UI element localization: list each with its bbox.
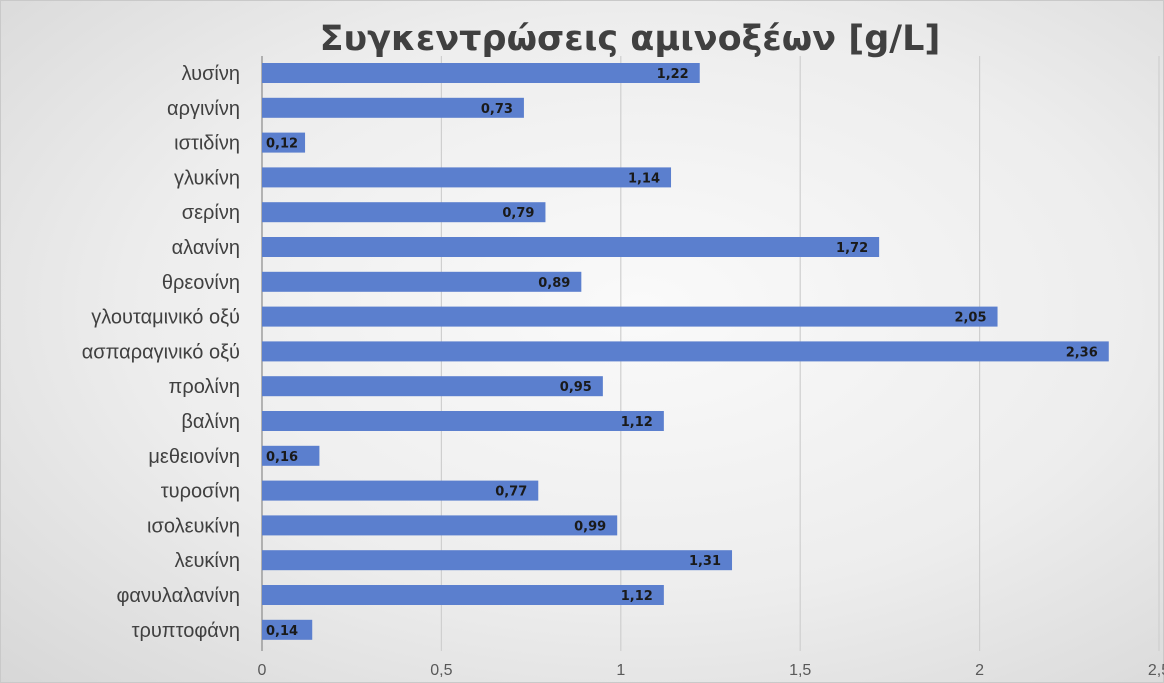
data-label: 0,99 bbox=[574, 519, 606, 534]
bar bbox=[262, 271, 582, 292]
bar bbox=[262, 411, 664, 431]
bar bbox=[262, 97, 524, 118]
category-label: γλουταμινικό οξύ bbox=[91, 307, 240, 329]
category-label: βαλίνη bbox=[181, 411, 240, 433]
x-tick-label: 2 bbox=[975, 662, 984, 679]
bar bbox=[262, 237, 880, 257]
category-label: θρεονίνη bbox=[162, 272, 240, 294]
category-label: αργινίνη bbox=[167, 98, 240, 120]
category-label: φανυλαλανίνη bbox=[116, 585, 240, 607]
bar bbox=[262, 202, 546, 223]
bar bbox=[262, 167, 672, 188]
x-axis-tick-labels: 0 0,5 1 1,5 2 2,5 bbox=[258, 662, 1164, 679]
data-label: 0,12 bbox=[266, 137, 298, 152]
category-label: ασπαραγινικό οξύ bbox=[82, 341, 240, 363]
chart-title: Συγκεντρώσεις αμινοξέων [g/L] bbox=[320, 19, 941, 59]
data-label: 0,89 bbox=[538, 276, 570, 291]
data-label: 0,73 bbox=[481, 102, 513, 117]
data-label: 0,79 bbox=[502, 206, 534, 221]
category-label: ιστιδίνη bbox=[174, 133, 240, 155]
bar bbox=[262, 585, 664, 605]
bar bbox=[262, 619, 313, 640]
x-tick-label: 1,5 bbox=[789, 662, 811, 679]
bar bbox=[262, 132, 306, 153]
category-labels: λυσίνη αργινίνη ιστιδίνη γλυκίνη σερίνη αλανί… bbox=[82, 63, 240, 642]
x-tick-label: 0 bbox=[258, 662, 267, 679]
data-label: 1,72 bbox=[836, 241, 868, 256]
data-label: 1,12 bbox=[621, 589, 653, 604]
category-label: τυροσίνη bbox=[161, 481, 240, 503]
bar bbox=[262, 306, 998, 327]
data-label: 0,95 bbox=[560, 380, 592, 395]
bar bbox=[262, 63, 700, 83]
bar bbox=[262, 376, 603, 397]
category-label: τρυπτοφάνη bbox=[132, 620, 240, 642]
data-label: 1,12 bbox=[621, 415, 653, 430]
data-label: 0,14 bbox=[266, 624, 298, 639]
data-label: 1,22 bbox=[657, 67, 689, 82]
data-label: 2,36 bbox=[1066, 345, 1098, 360]
bar bbox=[262, 480, 539, 501]
data-label: 2,05 bbox=[954, 311, 986, 326]
bar bbox=[262, 445, 320, 466]
data-label: 0,77 bbox=[495, 485, 527, 500]
category-label: λυσίνη bbox=[182, 63, 240, 85]
x-tick-label: 1 bbox=[616, 662, 625, 679]
data-labels: 1,22 0,73 0,12 1,14 0,79 1,72 0,89 2,05 2,36 0,95… bbox=[266, 67, 1098, 639]
bar bbox=[262, 341, 1109, 362]
category-label: λευκίνη bbox=[175, 550, 240, 572]
category-label: γλυκίνη bbox=[174, 167, 240, 189]
data-label: 1,31 bbox=[689, 554, 721, 569]
x-tick-label: 0,5 bbox=[430, 662, 452, 679]
data-label: 0,16 bbox=[266, 450, 298, 465]
bar bbox=[262, 515, 618, 536]
bars bbox=[262, 63, 1109, 640]
category-label: αλανίνη bbox=[172, 237, 240, 259]
category-label: ισολευκίνη bbox=[147, 515, 240, 537]
x-tick-label: 2,5 bbox=[1148, 662, 1164, 679]
data-label: 1,14 bbox=[628, 171, 660, 186]
category-label: σερίνη bbox=[182, 202, 240, 224]
bar bbox=[262, 550, 733, 571]
category-label: προλίνη bbox=[169, 376, 240, 398]
category-label: μεθειονίνη bbox=[148, 446, 240, 468]
